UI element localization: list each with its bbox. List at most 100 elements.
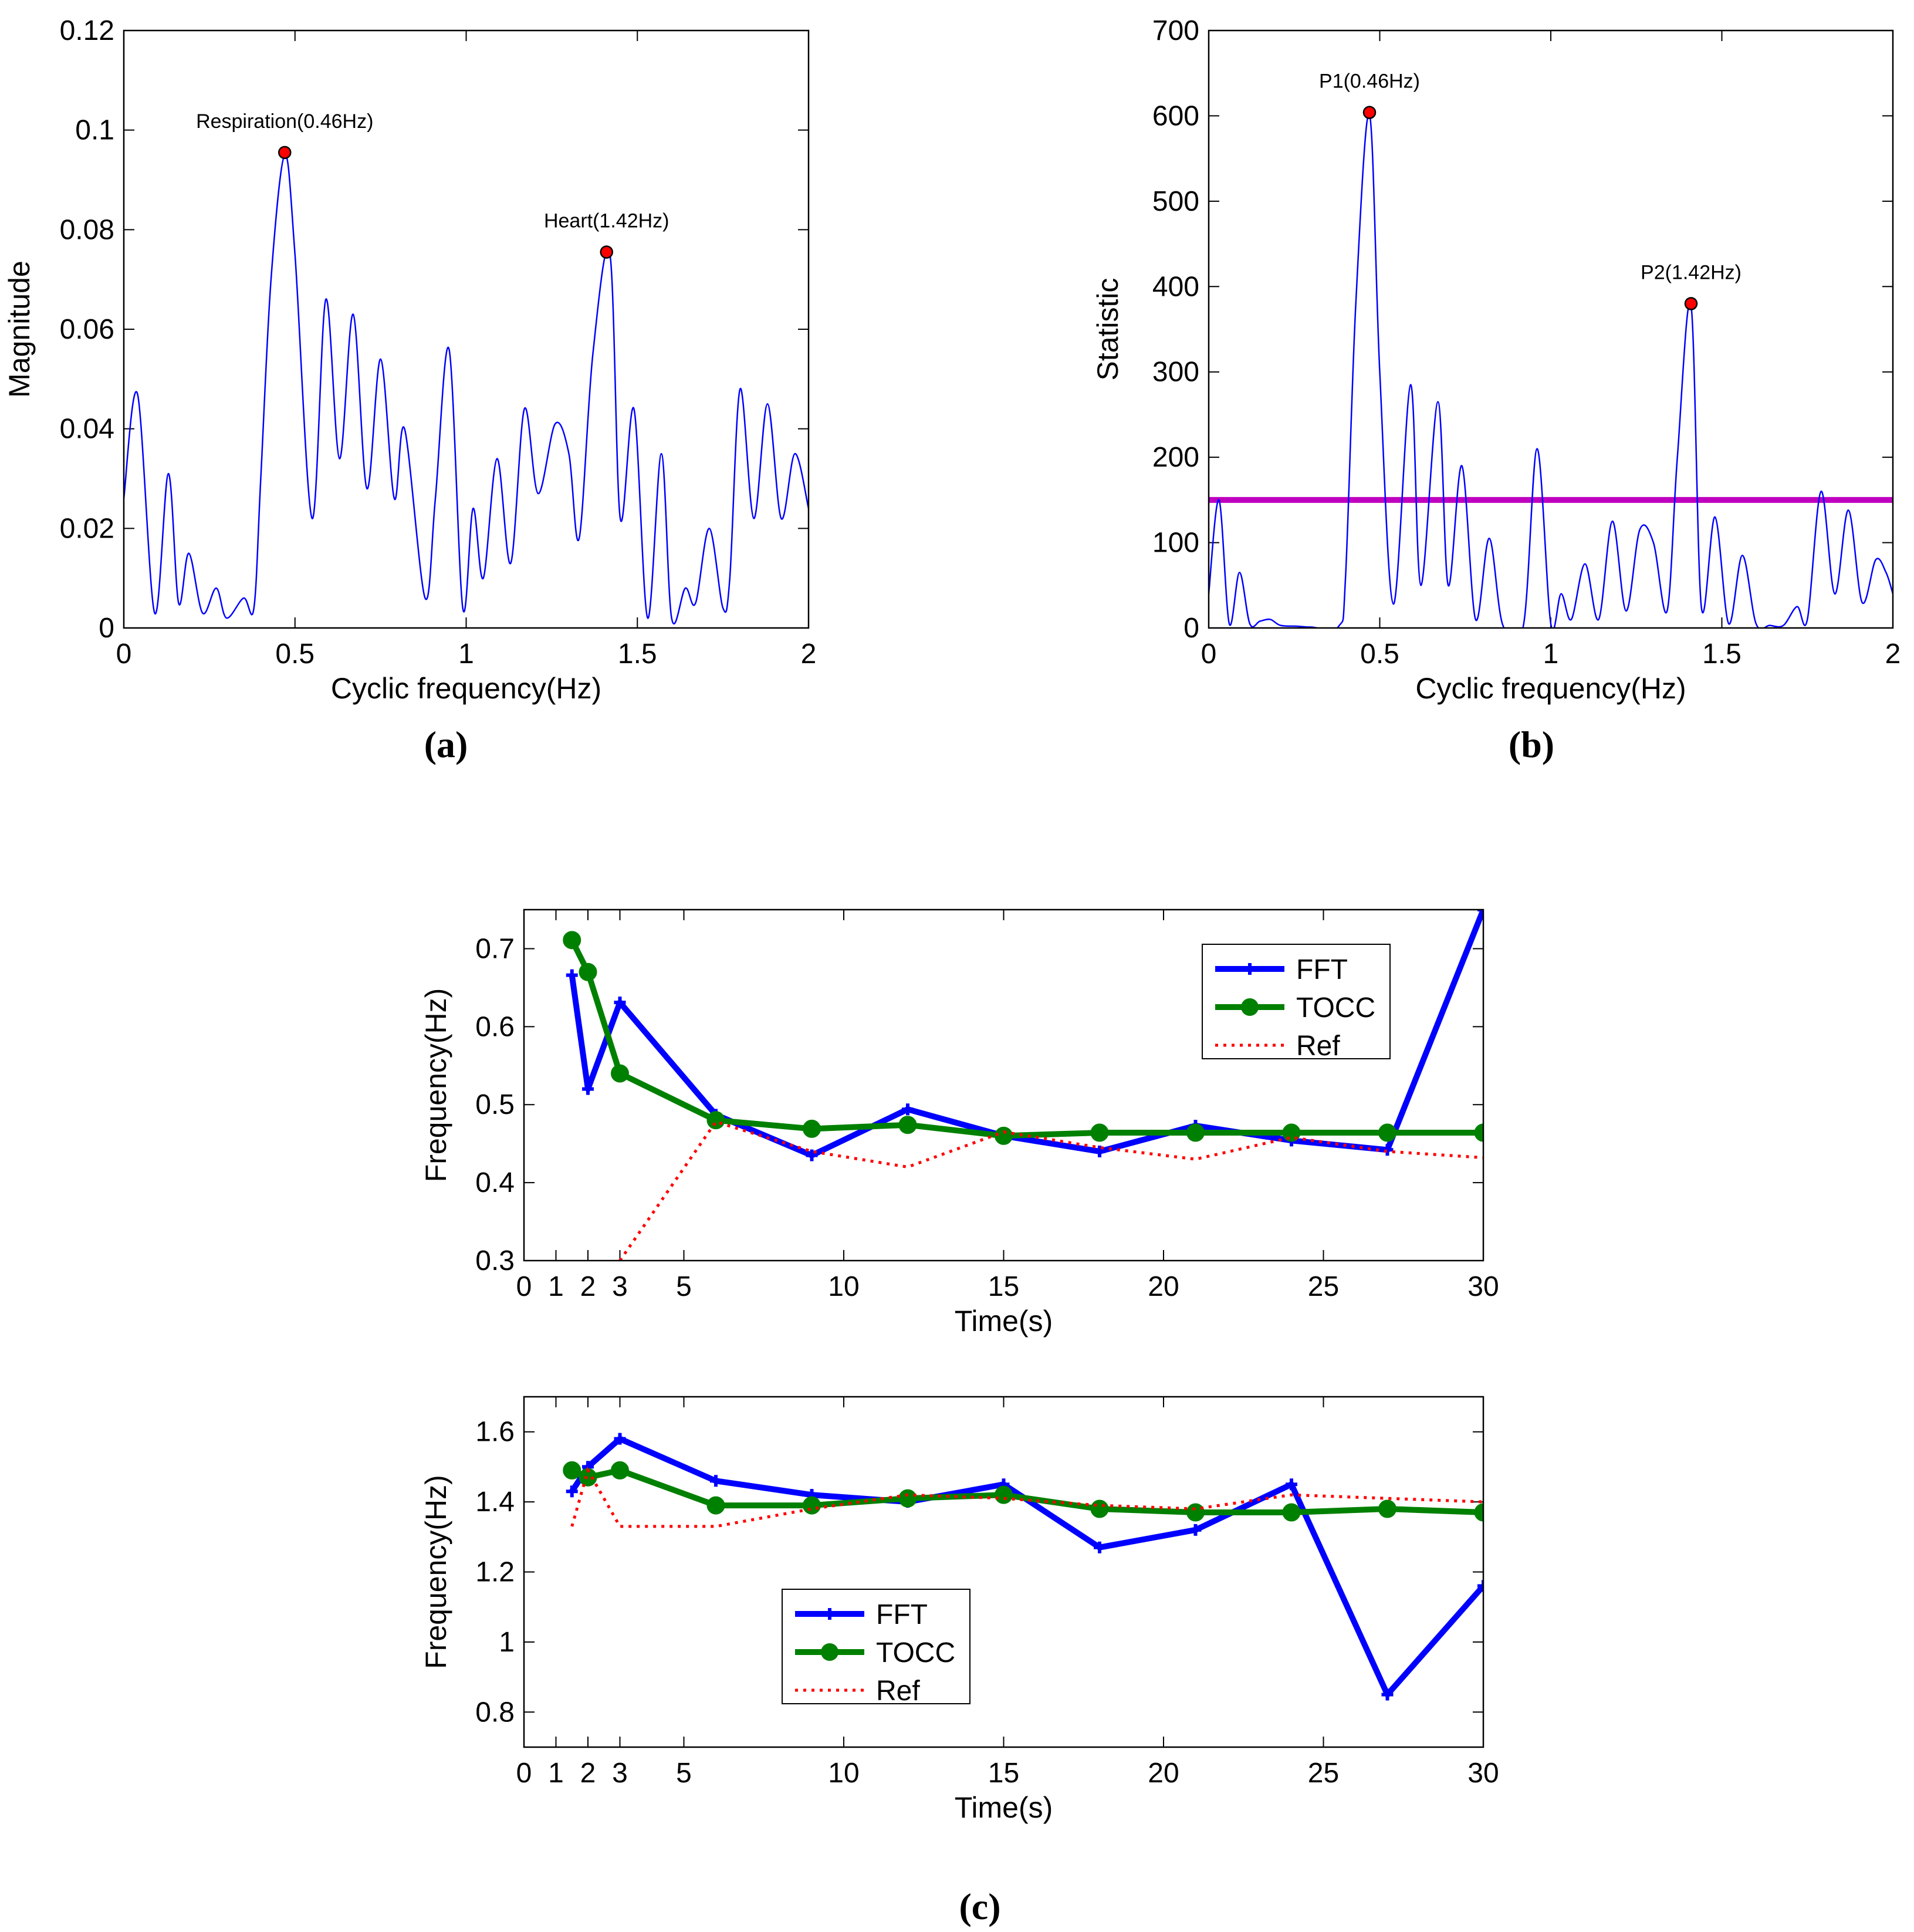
y-axis-label: Frequency(Hz) xyxy=(420,1475,452,1669)
x-axis-label: Cyclic frequency(Hz) xyxy=(331,672,601,705)
tocc-point-marker xyxy=(563,1461,581,1480)
x-tick-label: 0 xyxy=(516,1758,532,1789)
x-tick-label: 30 xyxy=(1467,1271,1499,1302)
legend-label: Ref xyxy=(1296,1031,1340,1062)
axes-frame xyxy=(1208,29,1894,629)
x-tick-label: 25 xyxy=(1308,1758,1339,1789)
legend: FFT TOCC Ref xyxy=(1202,944,1391,1062)
legend-marker-tocc xyxy=(821,1643,838,1661)
tocc-point-marker xyxy=(995,1485,1013,1504)
fft-point-marker xyxy=(710,1475,722,1487)
y-tick-label: 100 xyxy=(1152,528,1199,559)
y-tick-label: 0.7 xyxy=(475,933,515,964)
fft-point-marker xyxy=(902,1103,914,1116)
axes-frame xyxy=(123,29,810,629)
y-tick-label: 0.12 xyxy=(60,15,114,46)
legend-label: FFT xyxy=(876,1599,928,1630)
peak-marker xyxy=(278,146,292,160)
y-axis-label: Statistic xyxy=(1091,278,1124,380)
tocc-point-marker xyxy=(1378,1499,1396,1518)
y-tick-label: 0.6 xyxy=(475,1011,515,1042)
x-tick-label: 2 xyxy=(580,1271,596,1302)
plot-area xyxy=(563,1433,1483,1701)
legend: FFT TOCC Ref xyxy=(782,1589,970,1707)
tocc-point-marker xyxy=(1474,1503,1483,1522)
x-tick-label: 1 xyxy=(548,1758,564,1789)
tocc-point-marker xyxy=(563,931,581,950)
fft-point-marker xyxy=(566,969,578,981)
y-axis-label: Magnitude xyxy=(3,261,36,398)
x-tick-label: 1.5 xyxy=(618,639,657,670)
tocc-point-marker xyxy=(706,1496,725,1515)
y-tick-label: 1.4 xyxy=(475,1487,515,1518)
fft-point-marker xyxy=(614,1433,626,1445)
fft-point-marker xyxy=(1094,1541,1105,1553)
x-tick-label: 2 xyxy=(1885,639,1901,670)
legend-box xyxy=(782,1589,970,1704)
fft-point-marker xyxy=(806,1149,818,1161)
y-tick-label: 0.4 xyxy=(475,1167,515,1198)
tocc-point-marker xyxy=(1474,1123,1483,1142)
tocc-point-marker xyxy=(579,962,597,981)
fft-point-marker xyxy=(582,1083,594,1095)
y-axis-label: Frequency(Hz) xyxy=(420,988,452,1183)
peak-annotation: Heart(1.42Hz) xyxy=(544,210,669,232)
tocc-point-marker xyxy=(1378,1123,1396,1142)
legend-label: TOCC xyxy=(1296,992,1375,1024)
peak-annotation: P2(1.42Hz) xyxy=(1641,261,1741,283)
axes-frame xyxy=(523,908,1484,1262)
tocc-point-marker xyxy=(611,1064,629,1083)
x-tick-label: 10 xyxy=(828,1758,859,1789)
x-axis-label: Time(s) xyxy=(955,1305,1053,1337)
x-tick-label: 20 xyxy=(1148,1271,1179,1302)
series-line-fft xyxy=(569,910,1483,1158)
chart-b: 0 0.5 1 1.5 2 0 100 200 300 400 500 600 700 Cyclic fr… xyxy=(1091,15,1901,765)
chart-c1: 0 1 2 3 5 10 15 20 25 30 0.3 0.4 0.5 0.6 0.7 Time(s) Fre… xyxy=(420,908,1499,1337)
x-tick-label: 5 xyxy=(676,1758,692,1789)
x-tick-label: 2 xyxy=(801,639,817,670)
tocc-point-marker xyxy=(803,1496,821,1515)
x-tick-label: 1.5 xyxy=(1702,639,1741,670)
y-tick-label: 0 xyxy=(99,613,114,644)
tocc-point-marker xyxy=(898,1116,917,1134)
tocc-point-marker xyxy=(706,1111,725,1130)
peak-annotation: Respiration(0.46Hz) xyxy=(196,110,373,133)
fft-point-marker xyxy=(1189,1524,1202,1536)
panel-label: (c) xyxy=(959,1886,1000,1927)
tocc-point-marker xyxy=(995,1126,1013,1145)
legend-marker-fft xyxy=(1244,963,1256,975)
tocc-point-marker xyxy=(803,1119,821,1138)
tocc-point-marker xyxy=(1282,1123,1301,1142)
y-tick-label: 1 xyxy=(499,1627,515,1658)
fft-point-marker xyxy=(566,1485,578,1498)
peak-marker xyxy=(1684,297,1698,310)
x-axis-label: Time(s) xyxy=(955,1791,1053,1824)
x-tick-label: 20 xyxy=(1148,1758,1179,1789)
y-tick-label: 1.6 xyxy=(475,1417,515,1448)
y-tick-label: 700 xyxy=(1152,15,1199,46)
series-line-tocc xyxy=(569,938,1483,1139)
series-line-spectrum xyxy=(124,154,809,625)
x-tick-label: 15 xyxy=(988,1758,1019,1789)
axes-frame xyxy=(523,1396,1484,1748)
series-line-fft xyxy=(569,1436,1483,1698)
x-tick-label: 0 xyxy=(116,639,132,670)
plot-area xyxy=(124,154,809,625)
peak-annotation: P1(0.46Hz) xyxy=(1319,70,1420,93)
fft-point-marker xyxy=(614,997,626,1009)
legend-marker-tocc xyxy=(1241,998,1259,1016)
x-tick-label: 1 xyxy=(1543,639,1559,670)
series-line-statistic xyxy=(1209,113,1893,628)
x-tick-label: 3 xyxy=(612,1271,628,1302)
x-tick-label: 1 xyxy=(548,1271,564,1302)
chart-a: 0 0.5 1 1.5 2 0 0.02 0.04 0.06 0.08 0.1 0.12 Cyclic … xyxy=(3,15,816,765)
plot-area xyxy=(563,910,1483,1261)
y-tick-label: 500 xyxy=(1152,186,1199,217)
chart-c2: 0 1 2 3 5 10 15 20 25 300.811.21.41.6Time(s)Frequ… xyxy=(420,1396,1499,1927)
y-tick-label: 200 xyxy=(1152,442,1199,473)
y-tick-label: 0.5 xyxy=(475,1089,515,1120)
x-tick-label: 1 xyxy=(458,639,474,670)
x-tick-label: 0.5 xyxy=(1360,639,1399,670)
series-line-ref xyxy=(570,1466,1483,1528)
